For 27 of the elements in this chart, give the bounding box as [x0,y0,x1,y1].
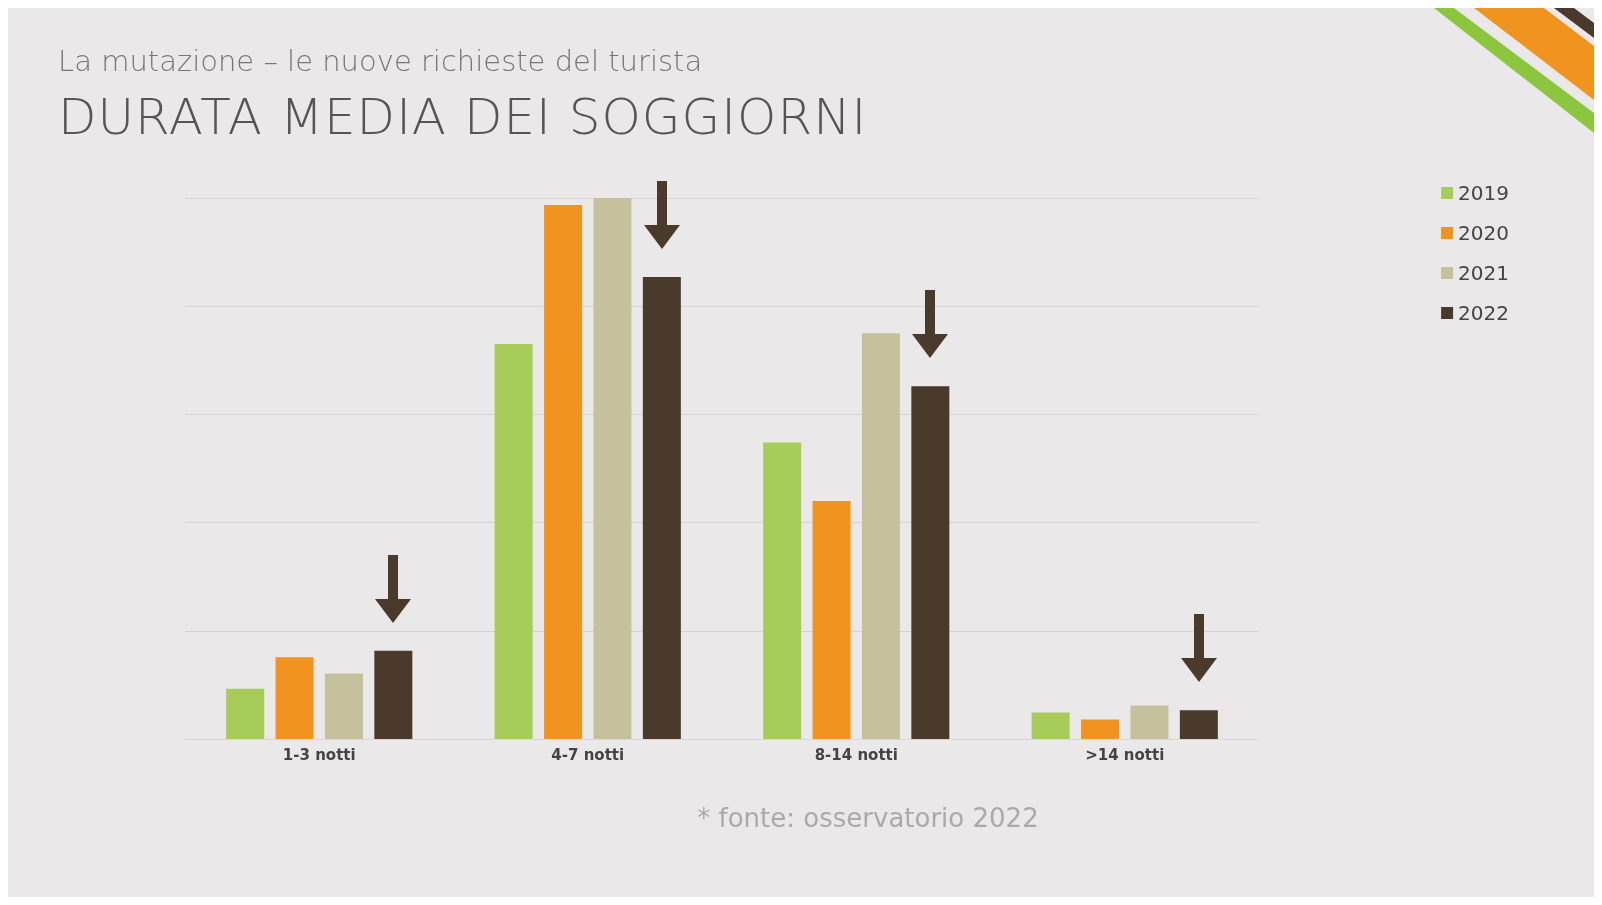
bar [275,657,314,739]
bar [763,442,802,739]
legend-label: 2019 [1458,181,1510,205]
text: * fonte: osservatorio 2022 [696,803,1040,833]
x-tick-label: 8-14 notti [814,745,898,764]
bar [1031,712,1070,739]
bar [324,673,363,739]
chart-title: DURATA MEDIA DEI SOGGIORNI [58,88,868,146]
bar [1081,719,1120,739]
bar [911,386,950,739]
legend-label: 2021 [1458,261,1510,285]
bar [812,500,851,739]
bar [374,650,413,739]
legend-label: 2022 [1458,301,1510,325]
x-tick-label: 4-7 notti [551,745,625,764]
bar [494,344,533,739]
bar [226,688,265,739]
x-tick-label: >14 notti [1085,745,1165,764]
bar [544,205,583,739]
legend-label: 2020 [1458,221,1510,245]
bar [593,198,632,739]
bar [1130,705,1169,739]
bar [1179,710,1218,739]
x-tick-label: 1-3 notti [282,745,356,764]
bar [642,276,681,739]
chart-subtitle: La mutazione – le nuove richieste del turista [58,44,703,78]
bar [861,333,900,739]
